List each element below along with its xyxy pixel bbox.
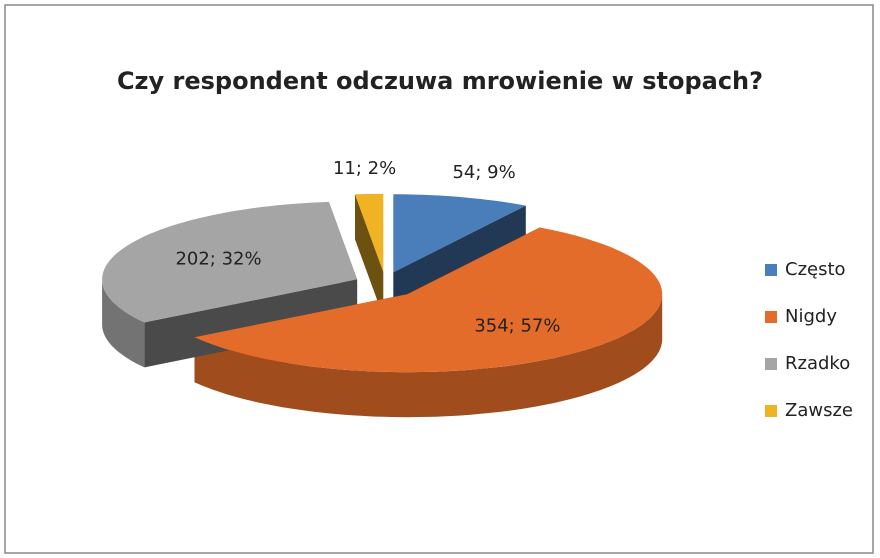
legend-swatch (765, 311, 777, 323)
slice (355, 193, 384, 272)
slice-side (102, 279, 145, 368)
data-label: 54; 9% (452, 162, 515, 183)
chart-title: Czy respondent odczuwa mrowienie w stopa… (117, 67, 763, 95)
legend-label: Często (785, 259, 846, 280)
slice-cut-face (355, 194, 384, 317)
legend-label: Zawsze (785, 400, 853, 421)
legend-swatch (765, 264, 777, 276)
legend-label: Nigdy (785, 306, 837, 327)
data-label: 11; 2% (333, 158, 396, 179)
data-label: 354; 57% (474, 316, 560, 337)
slice (194, 227, 663, 373)
legend-swatch (765, 405, 777, 417)
legend-label: Rzadko (785, 353, 850, 374)
slice-cut-face (144, 279, 358, 368)
slice-side (194, 294, 663, 418)
slice (393, 194, 526, 273)
data-label: 202; 32% (175, 249, 261, 270)
legend-swatch (765, 358, 777, 370)
slice (102, 201, 358, 323)
